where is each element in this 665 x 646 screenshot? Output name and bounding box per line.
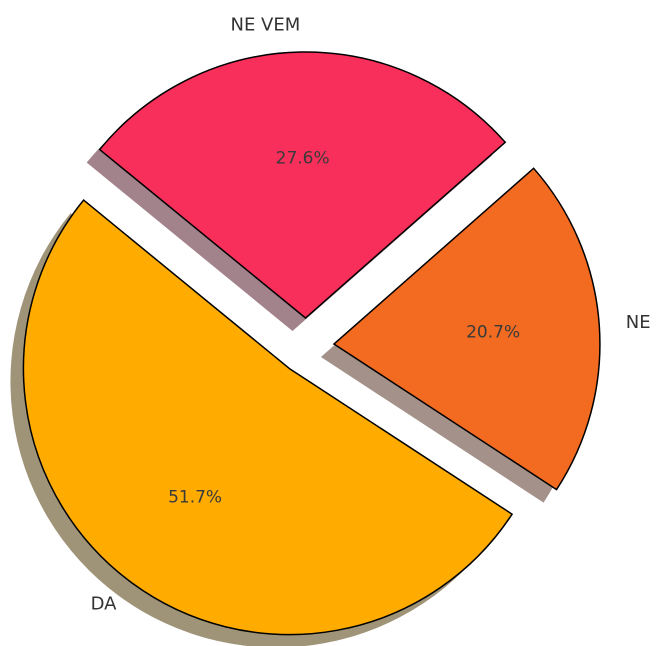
label-layer: DA 51.7% NE 20.7% NE VEM 27.6% [91,14,651,614]
value-label: 51.7% [168,487,222,507]
value-label: 27.6% [276,148,330,168]
value-label: 20.7% [466,323,520,343]
pie-slice [332,167,601,491]
slice-layer [22,51,601,636]
slice-label: DA [91,594,118,615]
pie-slice [22,199,514,636]
pie-slice [98,51,507,319]
slice-label: NE VEM [231,14,301,35]
slice-label: NE [626,312,651,333]
